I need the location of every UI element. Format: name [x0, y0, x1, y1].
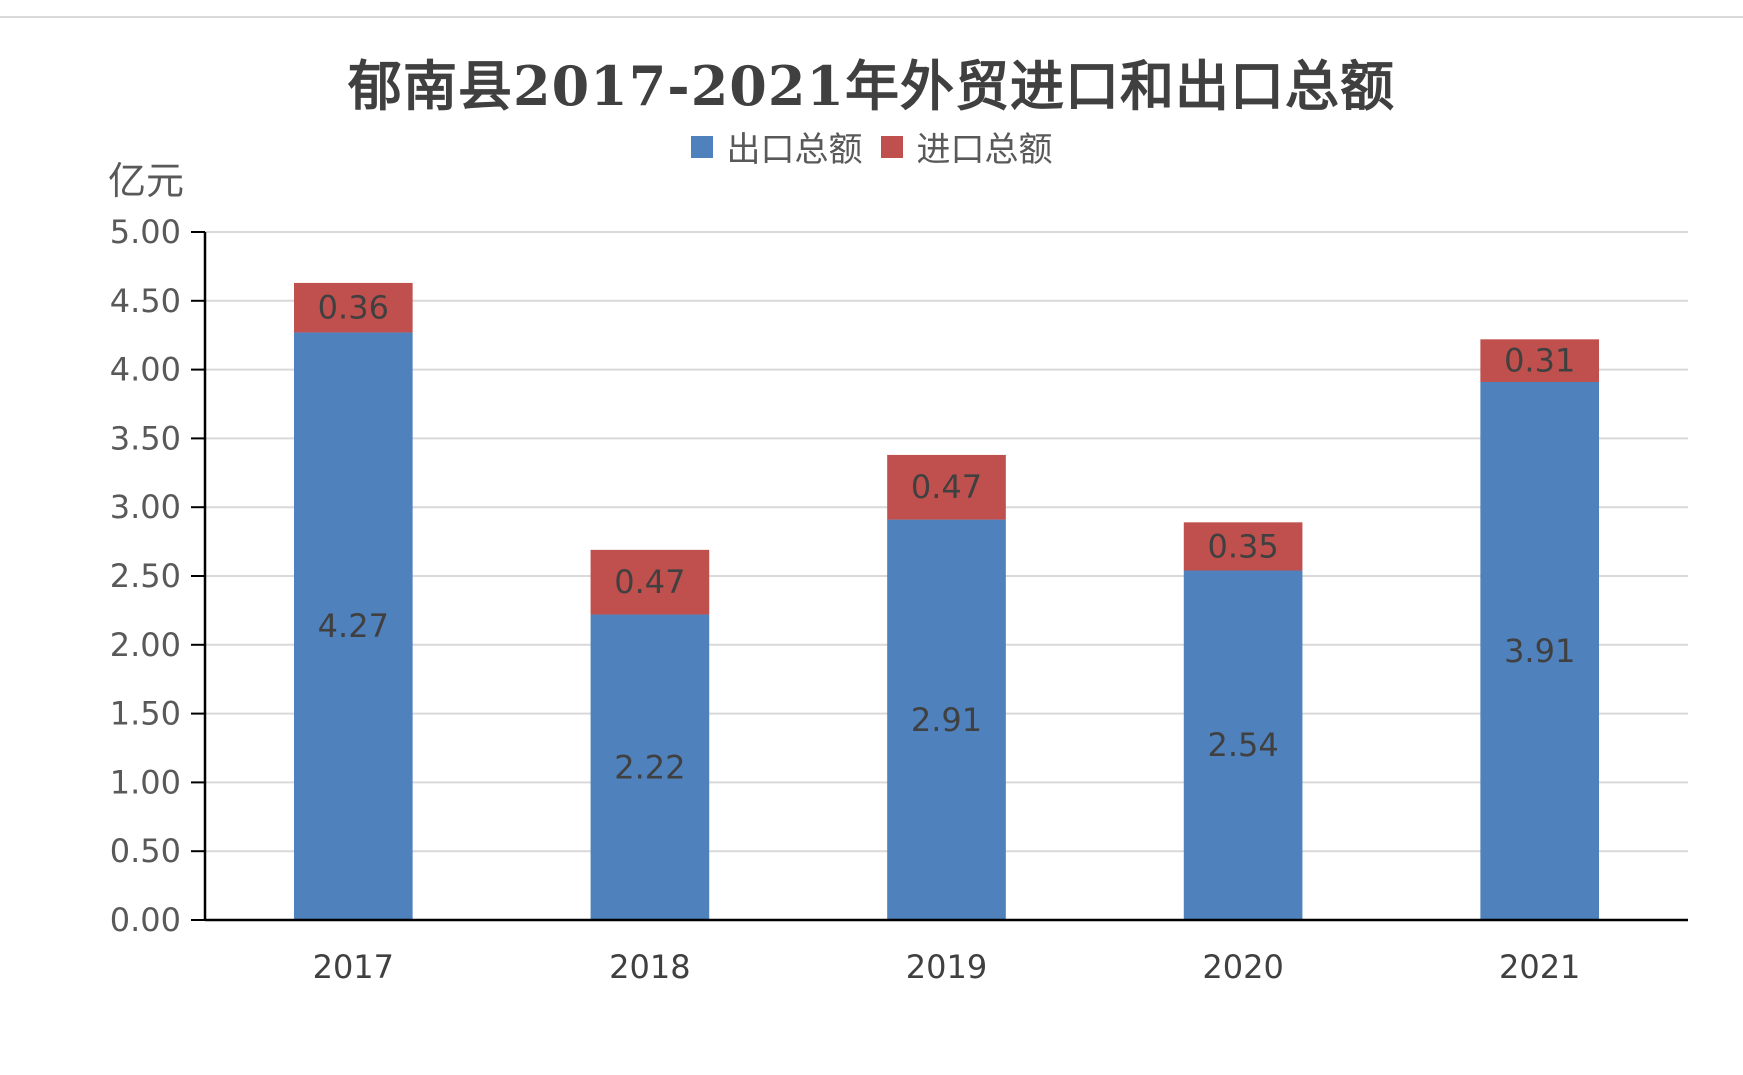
- y-tick-label: 3.50: [110, 419, 181, 457]
- y-tick-label: 2.50: [110, 557, 181, 595]
- legend: 出口总额 进口总额: [0, 122, 1743, 171]
- bar-export-2017: [293, 332, 413, 920]
- data-label-export-2020: 2.54: [1207, 726, 1278, 764]
- legend-label-export: 出口总额: [726, 130, 863, 170]
- bar-import-2018: [590, 549, 710, 615]
- y-tick-label: 5.00: [110, 213, 181, 251]
- bar-export-2019: [887, 519, 1006, 920]
- data-label-export-2021: 3.91: [1504, 632, 1575, 670]
- data-label-export-2019: 2.91: [911, 701, 982, 739]
- data-label-import-2017: 0.36: [318, 289, 389, 327]
- x-category-label: 2019: [906, 948, 987, 986]
- bar-export-2020: [1183, 570, 1303, 920]
- legend-swatch-import: [880, 135, 903, 158]
- bar-import-2017: [293, 282, 413, 333]
- y-tick-label: 4.50: [110, 282, 181, 320]
- bar-export-2021: [1480, 381, 1600, 920]
- x-category-label: 2020: [1202, 948, 1283, 986]
- legend-item-import: 进口总额: [880, 122, 1053, 171]
- y-tick-label: 1.00: [110, 763, 181, 801]
- data-label-import-2020: 0.35: [1207, 527, 1278, 565]
- y-tick-label: 0.00: [110, 901, 181, 939]
- y-tick-label: 2.00: [110, 626, 181, 664]
- chart-title: 郁南县2017-2021年外贸进口和出口总额: [348, 54, 1395, 118]
- y-tick-label: 0.50: [110, 832, 181, 870]
- data-label-export-2018: 2.22: [614, 748, 685, 786]
- bar-export-2018: [590, 614, 710, 920]
- bar-import-2021: [1480, 339, 1600, 382]
- data-label-import-2021: 0.31: [1504, 342, 1575, 380]
- y-axis-unit-label: 亿元: [108, 159, 185, 203]
- x-category-label: 2017: [313, 948, 394, 986]
- x-category-label: 2021: [1499, 948, 1580, 986]
- bar-import-2019: [887, 454, 1006, 520]
- data-label-import-2019: 0.47: [911, 468, 982, 506]
- bar-import-2020: [1183, 522, 1303, 571]
- legend-item-export: 出口总额: [690, 122, 863, 171]
- y-tick-label: 3.00: [110, 488, 181, 526]
- x-category-label: 2018: [609, 948, 690, 986]
- top-rule: [0, 16, 1743, 18]
- y-tick-label: 4.00: [110, 351, 181, 389]
- legend-swatch-export: [690, 135, 713, 158]
- y-tick-label: 1.50: [110, 695, 181, 733]
- data-label-export-2017: 4.27: [318, 607, 389, 645]
- data-label-import-2018: 0.47: [614, 563, 685, 601]
- legend-label-import: 进口总额: [916, 130, 1053, 170]
